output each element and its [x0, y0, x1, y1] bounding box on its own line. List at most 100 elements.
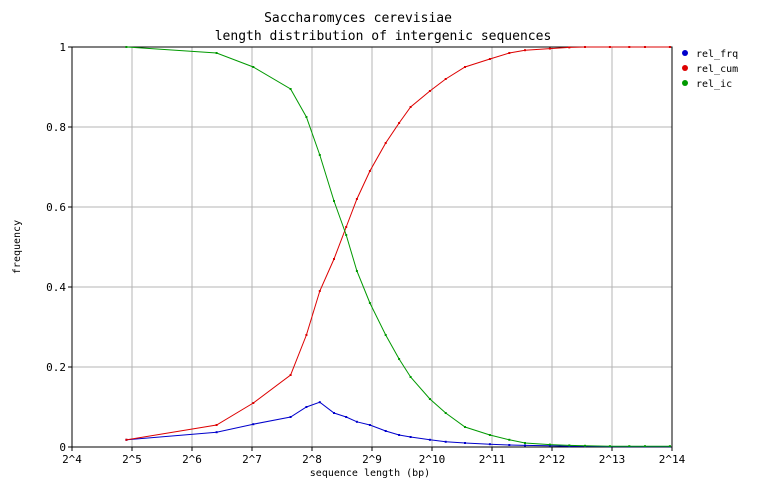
- y-tick-label: 0.8: [46, 121, 66, 134]
- data-point-rel_ic: [333, 200, 335, 202]
- data-point-rel_cum: [464, 66, 466, 68]
- y-axis-label: frequency: [12, 220, 23, 274]
- data-point-rel_cum: [305, 334, 308, 336]
- data-point-rel_ic: [289, 88, 292, 90]
- data-point-rel_ic: [608, 445, 611, 448]
- data-point-rel_cum: [524, 49, 526, 52]
- data-point-rel_cum: [355, 198, 358, 200]
- data-point-rel_ic: [215, 52, 218, 54]
- data-point-rel_frq: [318, 401, 321, 404]
- data-point-rel_cum: [568, 46, 571, 49]
- data-point-rel_frq: [333, 412, 335, 414]
- data-point-rel_ic: [368, 302, 371, 304]
- y-axis: 0 0.2 0.4 0.6 0.8 1: [46, 41, 72, 454]
- legend-label-rel_ic: rel_ic: [696, 79, 732, 90]
- x-tick-label: 2^4: [62, 453, 82, 466]
- data-point-rel_cum: [488, 58, 491, 60]
- data-point-rel_cum: [345, 226, 348, 228]
- data-point-rel_cum: [318, 290, 321, 292]
- data-point-rel_ic: [345, 234, 348, 236]
- data-point-rel_ic: [568, 444, 571, 447]
- data-point-rel_frq: [345, 416, 348, 418]
- data-point-rel_frq: [252, 423, 255, 426]
- data-point-rel_cum: [215, 424, 218, 426]
- data-point-rel_cum: [548, 47, 551, 50]
- data-point-rel_ic: [318, 154, 321, 156]
- x-tick-label: 2^8: [302, 453, 322, 466]
- data-point-rel_cum: [252, 402, 255, 404]
- data-point-rel_ic: [252, 66, 255, 68]
- data-point-rel_cum: [384, 142, 387, 144]
- series-line-rel_ic: [126, 46, 670, 447]
- data-point-rel_frq: [368, 424, 371, 426]
- data-point-rel_cum: [508, 52, 511, 54]
- data-point-rel_frq: [524, 444, 526, 447]
- series-group: [125, 46, 671, 448]
- data-point-rel_ic: [125, 46, 128, 48]
- data-point-rel_ic: [444, 412, 447, 414]
- data-point-rel_ic: [668, 445, 671, 448]
- data-point-rel_ic: [524, 442, 526, 444]
- data-point-rel_ic: [384, 334, 387, 336]
- data-point-rel_ic: [548, 443, 551, 446]
- legend-marker-rel_frq: [682, 50, 688, 56]
- data-point-rel_frq: [289, 416, 292, 418]
- data-point-rel_cum: [125, 438, 128, 441]
- legend-label-rel_cum: rel_cum: [696, 64, 738, 75]
- data-point-rel_frq: [384, 430, 387, 432]
- y-tick-label: 1: [59, 41, 66, 54]
- data-point-rel_frq: [548, 444, 551, 447]
- data-point-rel_ic: [398, 358, 401, 360]
- data-point-rel_ic: [428, 398, 431, 400]
- x-tick-label: 2^14: [659, 453, 686, 466]
- data-point-rel_cum: [333, 258, 335, 260]
- x-tick-label: 2^5: [122, 453, 142, 466]
- data-point-rel_frq: [215, 431, 218, 434]
- x-tick-label: 2^9: [362, 453, 382, 466]
- legend-label-rel_frq: rel_frq: [696, 49, 738, 60]
- data-point-rel_ic: [644, 445, 646, 448]
- x-axis-label: sequence length (bp): [310, 468, 430, 479]
- data-point-rel_cum: [368, 170, 371, 172]
- data-point-rel_frq: [508, 444, 511, 446]
- data-point-rel_frq: [305, 406, 308, 408]
- data-point-rel_cum: [608, 46, 611, 48]
- y-tick-label: 0.4: [46, 281, 66, 294]
- legend-marker-rel_cum: [682, 65, 688, 71]
- x-tick-label: 2^7: [242, 453, 262, 466]
- y-tick-label: 0.2: [46, 361, 66, 374]
- data-point-rel_ic: [464, 426, 466, 428]
- data-point-rel_frq: [444, 440, 447, 443]
- data-point-rel_ic: [409, 376, 412, 378]
- x-tick-label: 2^12: [539, 453, 566, 466]
- x-tick-label: 2^13: [599, 453, 626, 466]
- data-point-rel_frq: [488, 443, 491, 446]
- data-point-rel_ic: [488, 434, 491, 436]
- data-point-rel_ic: [628, 445, 631, 448]
- chart-subtitle: length distribution of intergenic sequen…: [215, 29, 552, 44]
- x-tick-label: 2^11: [479, 453, 506, 466]
- data-point-rel_frq: [355, 420, 358, 423]
- data-point-rel_cum: [409, 106, 412, 108]
- y-tick-label: 0: [59, 441, 66, 454]
- data-point-rel_ic: [584, 444, 586, 447]
- data-point-rel_cum: [428, 90, 431, 92]
- y-tick-label: 0.6: [46, 201, 66, 214]
- data-point-rel_cum: [444, 78, 447, 80]
- chart-title: Saccharomyces cerevisiae: [264, 11, 452, 26]
- data-point-rel_ic: [508, 438, 511, 441]
- series-line-rel_cum: [126, 46, 670, 441]
- data-point-rel_cum: [289, 374, 292, 376]
- x-axis: 2^4 2^5 2^6 2^7 2^8 2^9 2^10 2^11 2^12 2^13 2^14: [62, 447, 686, 466]
- data-point-rel_ic: [355, 270, 358, 272]
- data-point-rel_frq: [398, 434, 401, 436]
- data-point-rel_cum: [668, 46, 671, 48]
- x-tick-label: 2^6: [182, 453, 202, 466]
- data-point-rel_cum: [398, 122, 401, 124]
- data-point-rel_frq: [428, 438, 431, 441]
- x-tick-label: 2^10: [419, 453, 446, 466]
- legend: rel_frq rel_cum rel_ic: [682, 49, 738, 90]
- data-point-rel_cum: [584, 46, 586, 48]
